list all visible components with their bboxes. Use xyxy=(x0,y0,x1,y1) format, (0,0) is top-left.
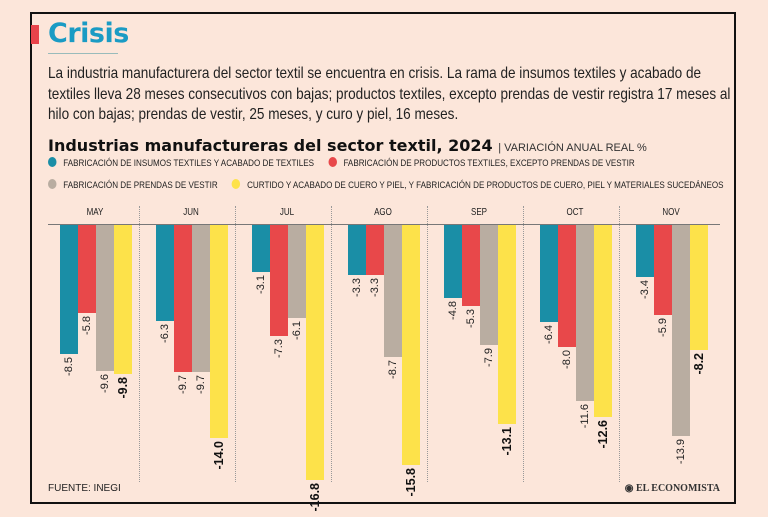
bar xyxy=(480,225,498,346)
data-label: -5.3 xyxy=(465,308,477,328)
data-label: -13.1 xyxy=(500,427,514,456)
data-label: -9.7 xyxy=(177,375,189,395)
bar xyxy=(672,225,690,437)
legend-dot xyxy=(48,157,57,167)
bar xyxy=(654,225,672,315)
data-label: -9.7 xyxy=(195,375,207,395)
bar xyxy=(402,225,420,466)
month-label: JUN xyxy=(183,207,199,218)
bar xyxy=(594,225,612,417)
month-label: SEP xyxy=(470,207,487,218)
legend-label: CURTIDO Y ACABADO DE CUERO Y PIEL, Y FAB… xyxy=(247,180,724,191)
data-label: -8.0 xyxy=(561,349,573,369)
data-label: -8.5 xyxy=(63,357,75,377)
legend-label: FABRICACIÓN DE INSUMOS TEXTILES Y ACABAD… xyxy=(63,158,314,169)
data-label: -14.0 xyxy=(212,440,226,470)
page-title: Crisis xyxy=(48,18,129,49)
data-label: -16.8 xyxy=(308,483,322,512)
data-label: -13.9 xyxy=(675,439,687,465)
legend-label: FABRICACIÓN DE PRODUCTOS TEXTILES, EXCEP… xyxy=(343,158,635,169)
bar xyxy=(192,225,210,373)
bar xyxy=(270,225,288,336)
source-note: FUENTE: INEGI xyxy=(48,483,121,494)
bar xyxy=(558,225,576,347)
group-divider xyxy=(523,206,524,482)
data-label: -5.9 xyxy=(657,317,669,337)
month-label: OCT xyxy=(566,207,584,218)
title-rule xyxy=(48,53,118,54)
bar xyxy=(60,225,78,355)
chart-title-text: Industrias manufactureras del sector tex… xyxy=(48,136,493,155)
chart-subtitle: | VARIACIÓN ANUAL REAL % xyxy=(498,142,647,154)
bar xyxy=(306,225,324,481)
intro-paragraph: La industria manufacturera del sector te… xyxy=(48,65,731,123)
month-label: JUL xyxy=(279,207,295,218)
legend-dot xyxy=(328,157,337,167)
bar xyxy=(498,225,516,425)
data-label: -7.9 xyxy=(483,348,495,368)
legend-item: FABRICACIÓN DE PRENDAS DE VESTIR xyxy=(48,179,218,191)
title-accent xyxy=(31,25,39,44)
bar xyxy=(384,225,402,358)
month-label: NOV xyxy=(662,207,680,218)
legend-item: CURTIDO Y ACABADO DE CUERO Y PIEL, Y FAB… xyxy=(231,179,724,191)
bar xyxy=(174,225,192,373)
month-label: MAY xyxy=(86,207,104,218)
data-label: -4.8 xyxy=(447,300,459,320)
group-divider xyxy=(139,206,140,482)
group-divider xyxy=(427,206,428,482)
data-label: -11.6 xyxy=(579,404,591,429)
bar xyxy=(348,225,366,276)
data-label: -3.1 xyxy=(255,275,267,295)
bar xyxy=(444,225,462,298)
data-label: -7.3 xyxy=(273,338,285,358)
legend-dot xyxy=(48,179,57,189)
legend-row-2: FABRICACIÓN DE PRENDAS DE VESTIR CURTIDO… xyxy=(48,179,735,191)
bar xyxy=(78,225,96,314)
zero-axis xyxy=(48,224,720,225)
chart-title: Industrias manufactureras del sector tex… xyxy=(48,136,647,155)
data-label: -8.7 xyxy=(387,360,399,380)
frame xyxy=(30,12,736,504)
group-divider xyxy=(331,206,332,482)
bar xyxy=(366,225,384,276)
data-label: -9.6 xyxy=(99,373,111,393)
data-label: -8.2 xyxy=(692,352,706,375)
group-divider xyxy=(619,206,620,482)
bar xyxy=(156,225,174,321)
legend-item: FABRICACIÓN DE INSUMOS TEXTILES Y ACABAD… xyxy=(48,157,314,169)
data-label: -12.6 xyxy=(596,419,610,449)
bar xyxy=(288,225,306,318)
legend-row-1: FABRICACIÓN DE INSUMOS TEXTILES Y ACABAD… xyxy=(48,157,647,169)
data-label: -6.4 xyxy=(543,325,555,345)
logo-text: EL ECONOMISTA xyxy=(636,483,720,494)
bar xyxy=(576,225,594,402)
bar xyxy=(114,225,132,374)
data-label: -6.1 xyxy=(291,320,303,340)
legend-label: FABRICACIÓN DE PRENDAS DE VESTIR xyxy=(63,180,218,191)
bar xyxy=(636,225,654,277)
bar xyxy=(690,225,708,350)
data-label: -9.8 xyxy=(116,376,130,399)
legend-dot xyxy=(231,179,241,189)
data-label: -3.3 xyxy=(369,278,381,298)
publisher-logo: ◉ EL ECONOMISTA xyxy=(624,483,720,494)
data-label: -5.8 xyxy=(81,316,93,336)
month-label: AGO xyxy=(374,207,392,218)
data-label: -15.8 xyxy=(404,468,418,497)
legend-item: FABRICACIÓN DE PRODUCTOS TEXTILES, EXCEP… xyxy=(328,157,635,169)
data-label: -3.3 xyxy=(351,278,363,298)
bar xyxy=(252,225,270,273)
bar xyxy=(540,225,558,323)
bar xyxy=(96,225,114,371)
bar xyxy=(210,225,228,438)
data-label: -3.4 xyxy=(639,279,651,299)
bar xyxy=(462,225,480,306)
group-divider xyxy=(235,206,236,482)
data-label: -6.3 xyxy=(159,323,171,343)
chart-subtitle-text: VARIACIÓN ANUAL REAL % xyxy=(504,142,647,154)
